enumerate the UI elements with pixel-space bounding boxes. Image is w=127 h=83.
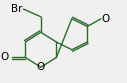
Text: O: O [102,14,110,24]
Text: O: O [1,52,9,62]
Text: Br: Br [11,4,22,14]
Text: O: O [37,62,45,72]
